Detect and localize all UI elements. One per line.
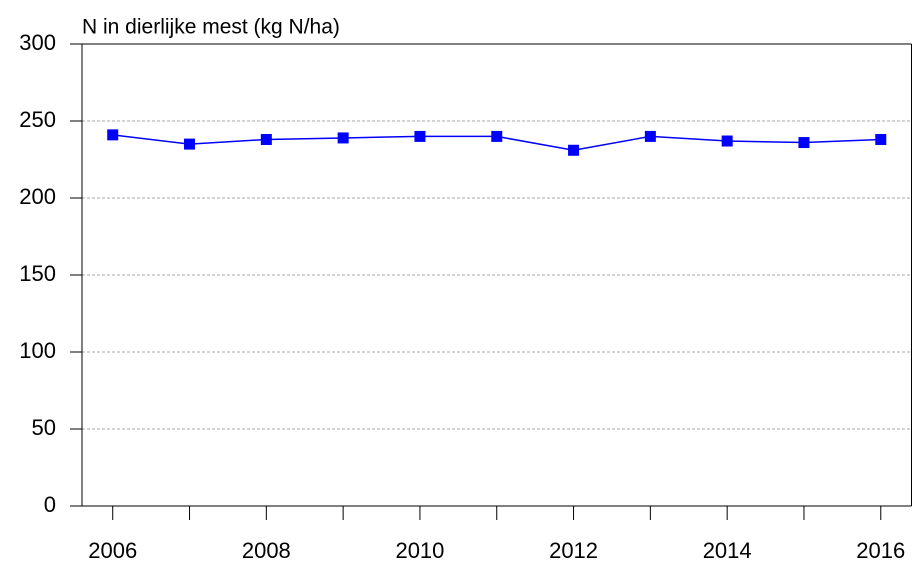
y-tick-label: 200: [19, 184, 56, 209]
y-tick-label: 250: [19, 107, 56, 132]
point-marker: [644, 130, 656, 142]
chart-title: N in dierlijke mest (kg N/ha): [82, 16, 340, 39]
y-tick-label: 100: [19, 338, 56, 363]
point-marker: [184, 138, 196, 150]
point-marker: [107, 129, 119, 141]
point-marker: [414, 130, 426, 142]
x-tick-label: 2016: [856, 538, 905, 563]
y-tick-label: 300: [19, 30, 56, 55]
x-tick-label: 2014: [703, 538, 752, 563]
x-tick-label: 2010: [395, 538, 444, 563]
y-tick-label: 0: [44, 492, 56, 517]
point-marker: [337, 132, 349, 144]
x-tick-label: 2008: [242, 538, 291, 563]
x-tick-label: 2006: [88, 538, 137, 563]
point-marker: [568, 144, 580, 156]
y-tick-label: 150: [19, 261, 56, 286]
point-marker: [260, 133, 272, 145]
point-marker: [875, 133, 887, 145]
point-marker: [721, 135, 733, 147]
point-marker: [798, 137, 810, 149]
y-tick-label: 50: [32, 415, 56, 440]
point-marker: [491, 130, 503, 142]
x-tick-label: 2012: [549, 538, 598, 563]
